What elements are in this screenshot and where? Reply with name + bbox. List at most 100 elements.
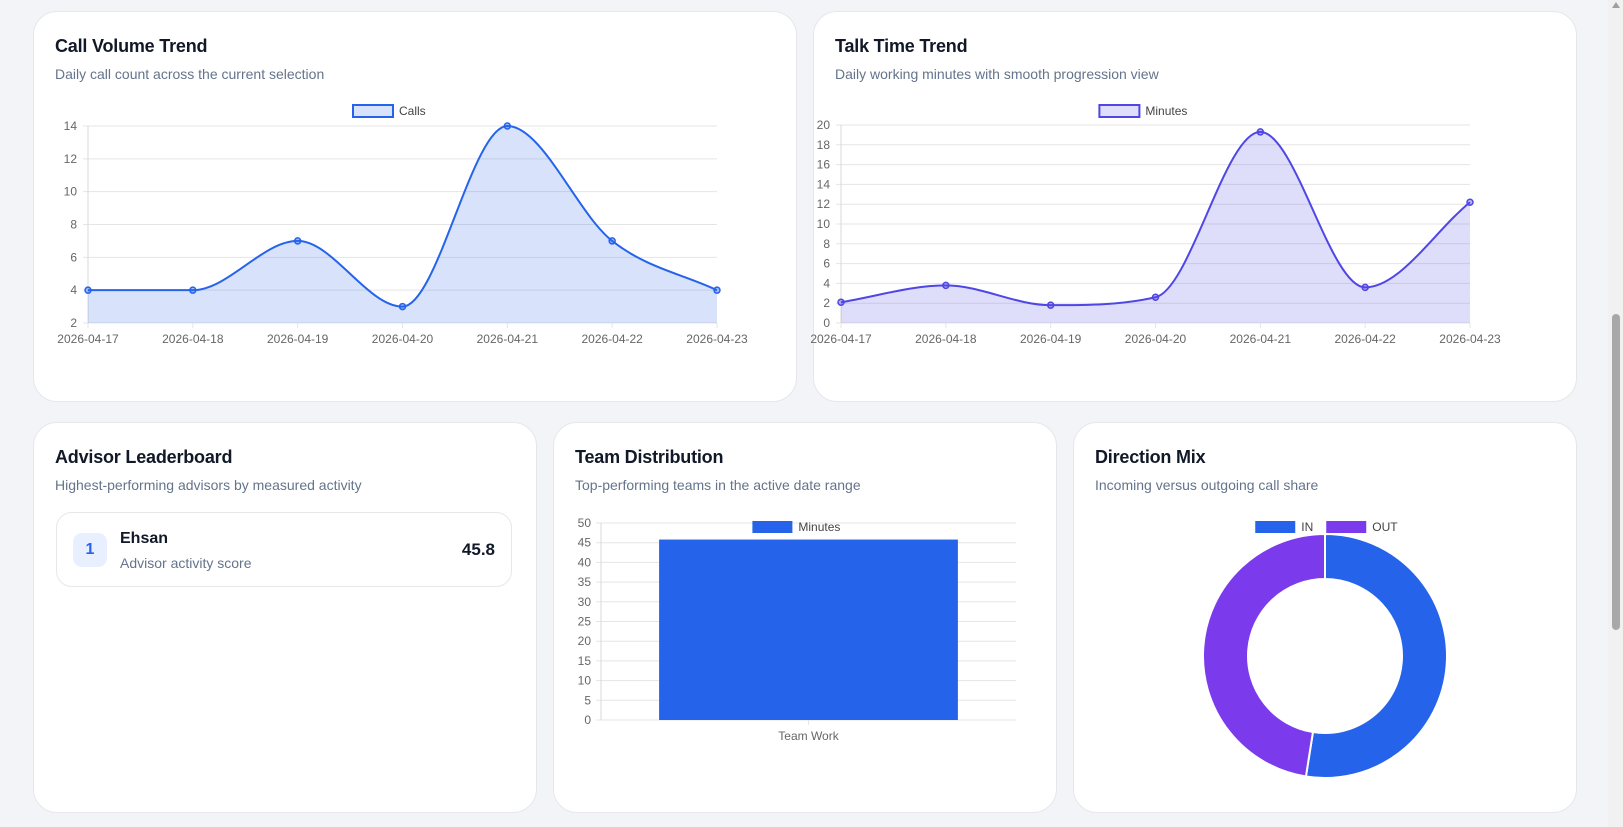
advisor-score: 45.8 — [461, 540, 495, 559]
data-point — [608, 237, 616, 245]
legend: Minutes — [752, 520, 840, 534]
y-tick-label: 2 — [823, 296, 830, 310]
y-tick-label: 14 — [64, 119, 78, 133]
card-title: Advisor Leaderboard — [55, 447, 233, 467]
x-tick-label: 2026-04-23 — [1439, 332, 1501, 346]
y-tick-label: 12 — [817, 197, 831, 211]
area-fill — [88, 126, 717, 323]
data-point — [837, 298, 845, 306]
y-tick-label: 0 — [584, 713, 591, 727]
x-tick-label: 2026-04-18 — [915, 332, 977, 346]
data-point — [189, 286, 197, 294]
card-subtitle: Incoming versus outgoing call share — [1095, 477, 1319, 493]
data-point — [942, 281, 950, 290]
call-volume-chart: 2 4 6 8 10 12 14 2026-04-17 2026-04-18 2026-04-19… — [57, 104, 748, 346]
data-point — [713, 286, 721, 294]
card-subtitle: Daily working minutes with smooth progre… — [835, 66, 1159, 82]
y-tick-label: 16 — [817, 158, 831, 172]
advisor-description: Advisor activity score — [120, 555, 252, 571]
bar — [659, 539, 958, 720]
scroll-up-arrow-icon[interactable] — [1612, 2, 1620, 8]
y-tick-label: 20 — [578, 634, 592, 648]
legend: Calls — [352, 104, 426, 118]
legend-label: OUT — [1372, 520, 1398, 534]
data-point — [503, 122, 512, 130]
x-tick-label: 2026-04-18 — [162, 332, 224, 346]
data-point — [1151, 293, 1160, 302]
y-tick-label: 18 — [817, 138, 831, 152]
y-tick-label: 4 — [70, 283, 77, 297]
x-tick-label: 2026-04-21 — [477, 332, 539, 346]
advisor-name: Ehsan — [120, 530, 169, 547]
talk-time-chart: 0 2 4 6 8 10 12 14 16 18 20 2026-04-17 2026-04-18 202… — [810, 104, 1501, 346]
y-tick-label: 20 — [817, 118, 831, 132]
x-tick-label: 2026-04-17 — [810, 332, 872, 346]
pie-slice — [1304, 532, 1448, 779]
legend-label: Calls — [399, 104, 426, 118]
legend-swatch — [1326, 521, 1367, 533]
y-tick-label: 6 — [70, 250, 77, 264]
card-subtitle: Top-performing teams in the active date … — [575, 477, 861, 493]
y-tick-label: 10 — [64, 185, 78, 199]
data-point — [1466, 198, 1474, 206]
x-tick-label: 2026-04-20 — [1125, 332, 1187, 346]
team-distribution-chart: 0 5 10 15 20 25 30 35 40 45 50 Team Work Minutes — [578, 516, 1016, 743]
data-point — [1256, 128, 1265, 136]
legend-label: Minutes — [1145, 104, 1187, 118]
y-tick-label: 25 — [578, 615, 592, 629]
legend-label: IN — [1301, 520, 1313, 534]
x-tick-label: 2026-04-20 — [372, 332, 434, 346]
legend: Minutes — [1098, 104, 1187, 118]
leaderboard-item[interactable]: 1 Ehsan Advisor activity score 45.8 — [56, 512, 512, 587]
legend-label: Minutes — [798, 520, 840, 534]
data-point — [1046, 301, 1055, 309]
data-point — [84, 286, 92, 294]
y-tick-label: 12 — [64, 152, 78, 166]
y-tick-label: 45 — [578, 536, 592, 550]
card-title: Direction Mix — [1095, 447, 1206, 467]
scrollbar-thumb[interactable] — [1612, 314, 1620, 630]
talk-time-card: Talk Time Trend Daily working minutes wi… — [810, 11, 1577, 402]
card-subtitle: Daily call count across the current sele… — [55, 66, 325, 82]
y-tick-label: 0 — [823, 316, 830, 330]
card-title: Call Volume Trend — [55, 36, 208, 56]
team-distribution-card: Team Distribution Top-performing teams i… — [553, 422, 1057, 813]
data-point — [293, 237, 302, 245]
data-point — [1361, 283, 1369, 292]
y-tick-label: 30 — [578, 595, 592, 609]
data-point — [398, 302, 407, 311]
series-line — [840, 130, 1471, 307]
y-tick-label: 14 — [817, 177, 831, 191]
pie-slice — [1202, 532, 1326, 778]
y-tick-label: 15 — [578, 654, 592, 668]
area-fill — [841, 131, 1470, 323]
x-tick-label: 2026-04-22 — [1334, 332, 1396, 346]
legend-swatch — [1255, 521, 1296, 533]
y-tick-label: 2 — [70, 316, 77, 330]
x-tick-label: 2026-04-21 — [1230, 332, 1292, 346]
x-tick-label: 2026-04-23 — [686, 332, 748, 346]
x-tick-label: 2026-04-17 — [57, 332, 119, 346]
card-title: Team Distribution — [575, 447, 724, 467]
y-tick-label: 10 — [817, 217, 831, 231]
series-line — [88, 124, 718, 308]
y-tick-label: 6 — [823, 257, 830, 271]
legend-swatch — [752, 521, 793, 533]
y-tick-label: 4 — [823, 276, 830, 290]
y-tick-label: 40 — [578, 555, 592, 569]
legend-swatch — [1098, 104, 1141, 118]
x-tick-label: 2026-04-19 — [1020, 332, 1082, 346]
x-tick-label: Team Work — [778, 729, 839, 743]
card-subtitle: Highest-performing advisors by measured … — [55, 477, 362, 493]
direction-mix-card: Direction Mix Incoming versus outgoing c… — [1073, 422, 1577, 813]
direction-mix-chart: IN OUT — [1202, 520, 1448, 779]
y-tick-label: 50 — [578, 516, 592, 530]
rank-badge: 1 — [73, 533, 107, 567]
y-tick-label: 5 — [584, 693, 591, 707]
legend-swatch — [352, 104, 394, 118]
vertical-scrollbar[interactable] — [1608, 0, 1623, 827]
advisor-leaderboard-card: Advisor Leaderboard Highest-performing a… — [33, 422, 537, 813]
x-tick-label: 2026-04-22 — [581, 332, 643, 346]
card-title: Talk Time Trend — [835, 36, 968, 56]
y-tick-label: 35 — [578, 575, 592, 589]
